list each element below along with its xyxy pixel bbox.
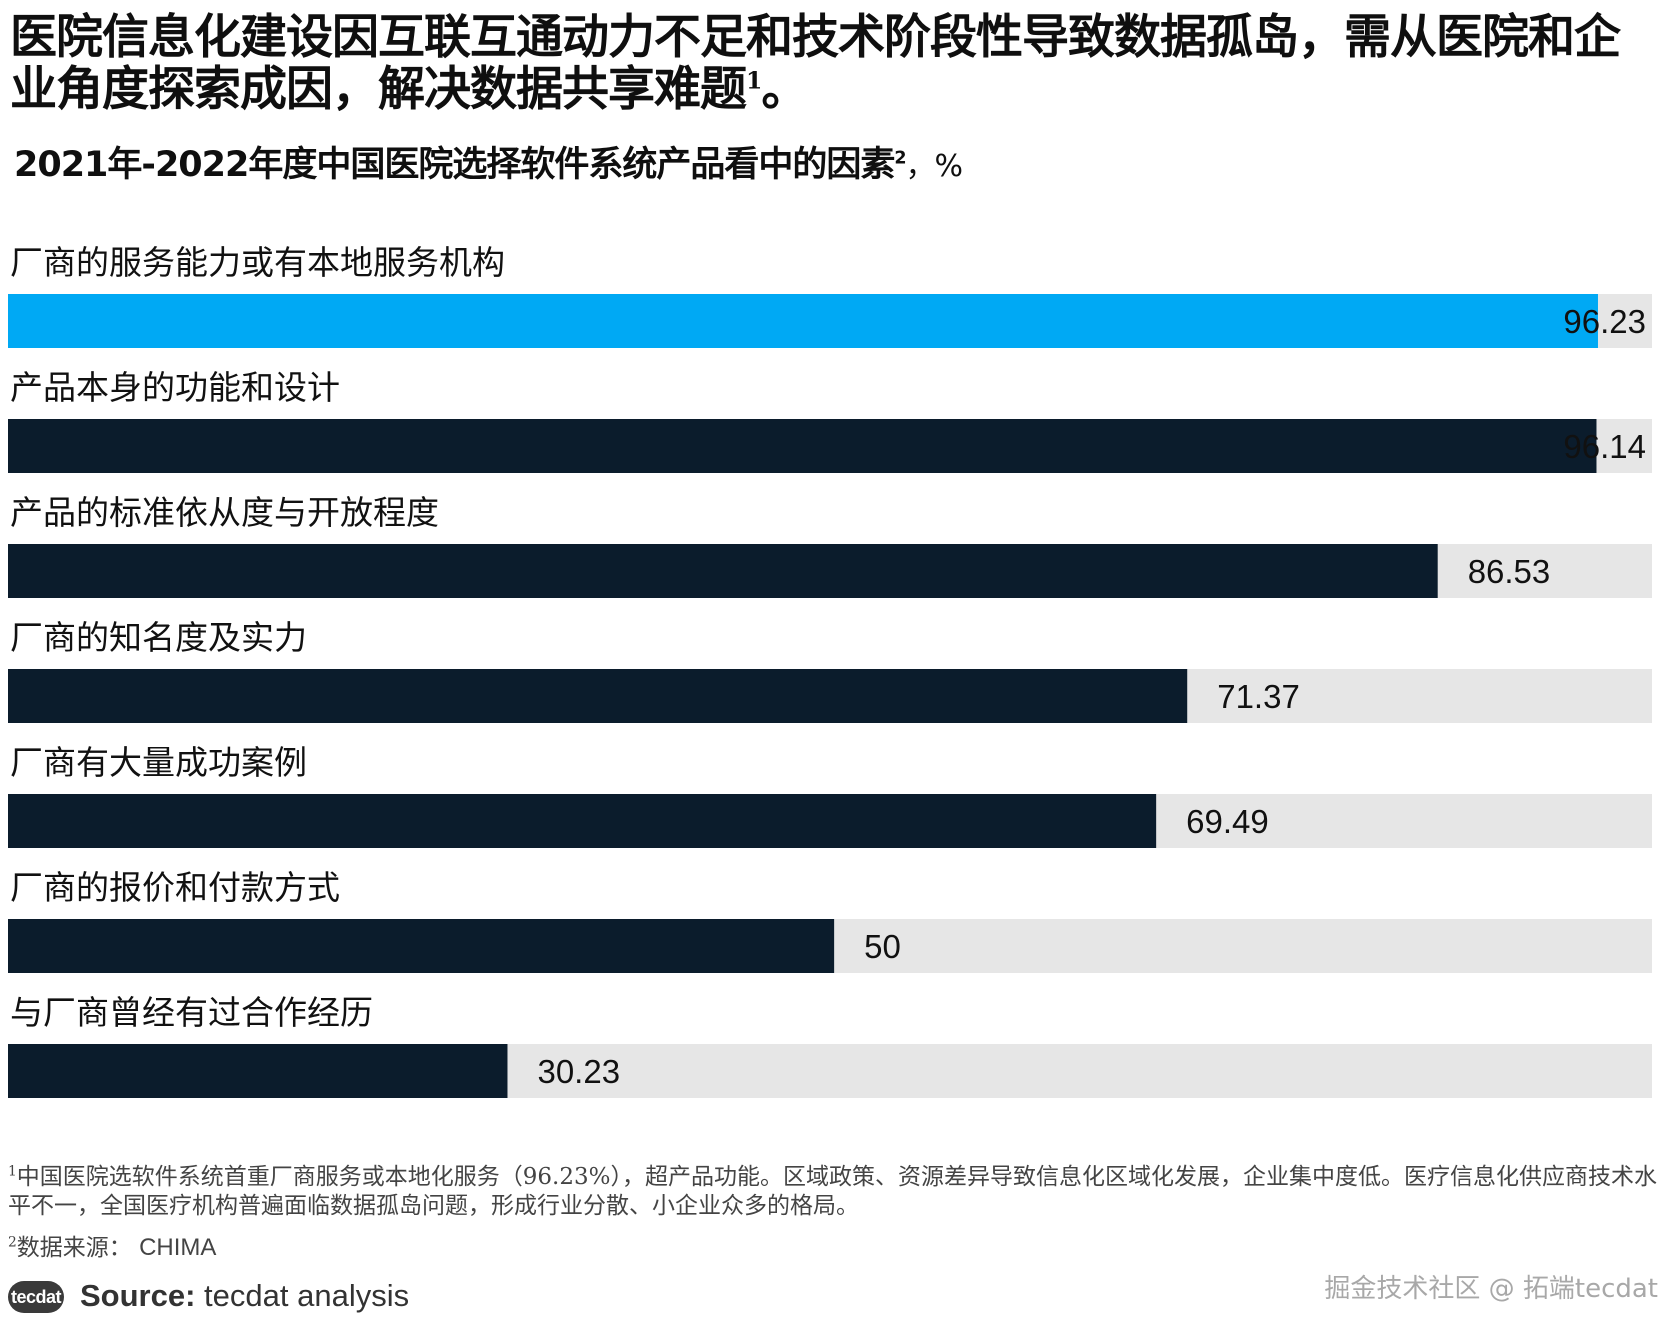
category-label: 与厂商曾经有过合作经历 bbox=[10, 993, 373, 1032]
watermark: 掘金技术社区 @ 拓端tecdat bbox=[1324, 1274, 1658, 1304]
category-label: 厂商的报价和付款方式 bbox=[10, 868, 340, 907]
bar bbox=[8, 294, 1598, 348]
chart-title-text: 2021年-2022年度中国医院选择软件系统产品看中的因素 bbox=[14, 145, 895, 185]
bar bbox=[8, 794, 1157, 848]
source-label: Source: bbox=[80, 1278, 196, 1313]
tecdat-logo: tecdat bbox=[8, 1281, 64, 1313]
footnote-1-marker: 1 bbox=[8, 1163, 17, 1180]
chart-title-unit: ，% bbox=[905, 149, 964, 184]
footnote-2: 2数据来源： CHIMA bbox=[8, 1233, 1658, 1263]
headline-text: 医院信息化建设因互联互通动力不足和技术阶段性导致数据孤岛，需从医院和企业角度探索… bbox=[10, 10, 1621, 117]
bar bbox=[8, 544, 1438, 598]
chart-title-footnote-ref: 2 bbox=[894, 148, 906, 169]
bar bbox=[8, 1044, 508, 1098]
value-label: 96.23 bbox=[1563, 303, 1646, 340]
category-label: 厂商的服务能力或有本地服务机构 bbox=[10, 243, 505, 282]
chart-title: 2021年-2022年度中国医院选择软件系统产品看中的因素2，% bbox=[14, 143, 964, 189]
category-label: 产品本身的功能和设计 bbox=[10, 368, 340, 407]
headline-footnote-ref: 1 bbox=[746, 66, 762, 95]
footnote-2-marker: 2 bbox=[8, 1234, 17, 1251]
category-label: 产品的标准依从度与开放程度 bbox=[10, 493, 439, 532]
bar bbox=[8, 669, 1188, 723]
value-label: 71.37 bbox=[1217, 678, 1300, 715]
footnote-1: 1中国医院选软件系统首重厂商服务或本地化服务（96.23%），超产品功能。区域政… bbox=[8, 1163, 1658, 1221]
bar bbox=[8, 919, 835, 973]
source-text: tecdat analysis bbox=[195, 1278, 410, 1313]
value-label: 96.14 bbox=[1563, 428, 1646, 465]
bar-chart: 厂商的服务能力或有本地服务机构 96.23 产品本身的功能和设计 96.14 产品的标准… bbox=[8, 243, 1652, 1098]
headline: 医院信息化建设因互联互通动力不足和技术阶段性导致数据孤岛，需从医院和企业角度探索… bbox=[10, 12, 1660, 116]
footnote-2-source: CHIMA bbox=[139, 1234, 217, 1261]
value-label: 86.53 bbox=[1468, 553, 1551, 590]
bar bbox=[8, 419, 1597, 473]
value-label: 50 bbox=[864, 928, 901, 965]
source-line: Source: tecdat analysis bbox=[80, 1278, 409, 1314]
headline-end: 。 bbox=[761, 62, 808, 117]
category-label: 厂商有大量成功案例 bbox=[10, 743, 307, 782]
footnote-2-label: 数据来源： bbox=[16, 1235, 132, 1261]
value-label: 30.23 bbox=[537, 1053, 620, 1090]
footnote-1-text: 中国医院选软件系统首重厂商服务或本地化服务（96.23%），超产品功能。区域政策… bbox=[8, 1164, 1657, 1219]
value-label: 69.49 bbox=[1186, 803, 1269, 840]
category-label: 厂商的知名度及实力 bbox=[10, 618, 307, 657]
